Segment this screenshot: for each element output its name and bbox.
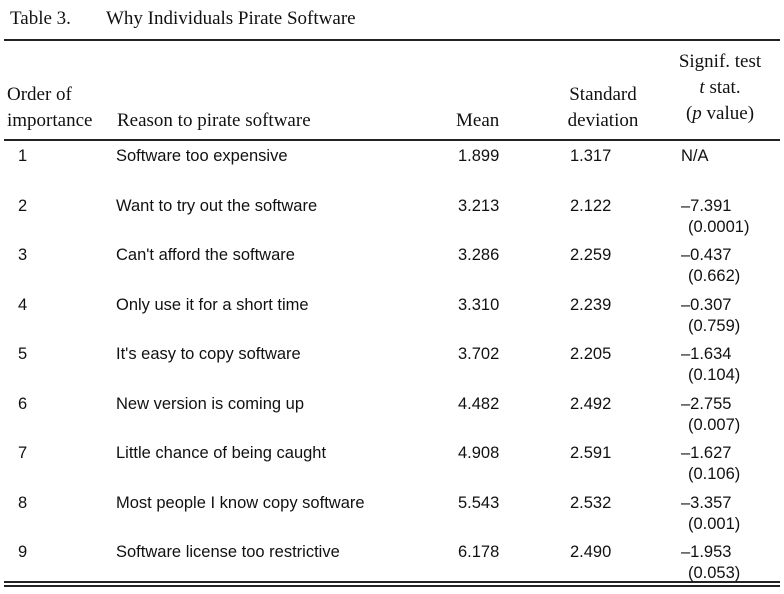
mean-cell: 1.899 [458,147,500,165]
rank-cell: 1 [18,147,28,165]
rank-cell: 5 [18,345,28,363]
table-row: 1 Software too expensive 1.899 1.317 N/A [0,146,784,196]
header-sig-t-symbol: t [699,77,705,98]
table-row: 4 Only use it for a short time 3.310 2.239 –… [0,295,784,345]
mean-cell: 3.702 [458,345,500,363]
top-rule [4,39,780,41]
mean-cell: 6.178 [458,543,500,561]
reason-cell: Little chance of being caught [116,444,327,462]
reason-cell: It's easy to copy software [116,345,301,363]
sd-cell: 2.259 [570,246,612,264]
reason-cell: Can't afford the software [116,246,295,264]
reason-cell: New version is coming up [116,394,304,413]
reason-cell: Software too expensive [116,147,288,165]
p-value-cell: (0.0001) [688,217,750,236]
t-stat-cell: –1.634 [681,345,732,363]
mean-cell: 3.310 [458,295,500,314]
header-sig-line1: Signif. test [678,51,762,72]
t-stat-cell: –0.307 [681,295,732,314]
t-stat-cell: –1.627 [681,444,732,462]
p-value-cell: (0.106) [688,465,741,483]
header-sd-line2: deviation [567,110,639,131]
reason-cell: Software license too restrictive [116,543,340,561]
rank-cell: 8 [18,493,28,512]
header-order-of-importance: Order of importance [7,82,92,134]
rank-cell: 4 [18,295,28,314]
sd-cell: 2.205 [570,345,612,363]
mean-cell: 4.908 [458,444,500,462]
rank-cell: 2 [18,196,28,215]
table-row: 7 Little chance of being caught 4.908 2.591… [0,443,784,493]
sd-cell: 2.492 [570,394,612,413]
reason-cell: Only use it for a short time [116,295,309,314]
rank-cell: 9 [18,543,28,561]
header-sig-line2: t stat. [660,75,780,101]
sd-cell: 2.591 [570,444,612,462]
mean-cell: 3.286 [458,246,500,264]
header-mean: Mean [456,110,500,131]
header-standard-deviation: Standard deviation [548,82,658,134]
rank-cell: 6 [18,394,28,413]
bottom-rule-double [4,585,780,587]
t-stat-cell: –2.755 [681,394,732,413]
t-stat-cell: –7.391 [681,196,732,215]
p-value-cell: (0.104) [688,366,741,384]
p-value-cell: (0.053) [688,564,741,582]
header-sig-open-paren: ( [685,103,693,124]
header-rule [4,139,780,141]
table-row: 6 New version is coming up 4.482 2.492 –2.75… [0,394,784,444]
reason-cell: Want to try out the software [116,196,318,215]
mean-cell: 5.543 [458,493,500,512]
reason-cell: Most people I know copy software [116,493,365,512]
header-sd-line1: Standard [569,84,637,105]
t-stat-cell: –3.357 [681,493,732,512]
header-sig-value-label: value) [701,103,755,124]
p-value-cell: (0.759) [688,316,741,335]
bottom-rule [4,581,780,583]
header-sig-p-symbol: p [692,103,702,124]
rank-cell: 7 [18,444,28,462]
table-caption: Table 3. Why Individuals Pirate Software [10,8,356,30]
mean-cell: 4.482 [458,394,500,413]
table-label: Table 3. [10,8,71,29]
table-title: Why Individuals Pirate Software [106,8,356,29]
p-value-cell: (0.662) [688,267,741,285]
table-row: 9 Software license too restrictive 6.178 2.… [0,542,784,592]
header-sig-stat-label: stat. [704,77,741,98]
sd-cell: 2.490 [570,543,612,561]
header-sig-line3: (p value) [660,101,780,127]
t-stat-cell: –1.953 [681,543,732,561]
rank-cell: 3 [18,246,28,264]
sd-cell: 2.239 [570,295,612,314]
header-order-line2: importance [7,110,93,131]
t-stat-cell: N/A [681,147,709,165]
header-significance-test: Signif. test t stat. (p value) [660,49,780,127]
sd-cell: 1.317 [570,147,612,165]
sd-cell: 2.122 [570,196,612,215]
table-row: 5 It's easy to copy software 3.702 2.205 –1.… [0,344,784,394]
table-row: 3 Can't afford the software 3.286 2.259 –0.4… [0,245,784,295]
header-reason: Reason to pirate software [117,110,311,131]
p-value-cell: (0.007) [688,415,741,434]
t-stat-cell: –0.437 [681,246,732,264]
header-order-line1: Order of [7,84,72,105]
mean-cell: 3.213 [458,196,500,215]
p-value-cell: (0.001) [688,514,741,533]
table-row: 8 Most people I know copy software 5.543 2.… [0,493,784,543]
table-row: 2 Want to try out the software 3.213 2.122 –… [0,196,784,246]
sd-cell: 2.532 [570,493,612,512]
